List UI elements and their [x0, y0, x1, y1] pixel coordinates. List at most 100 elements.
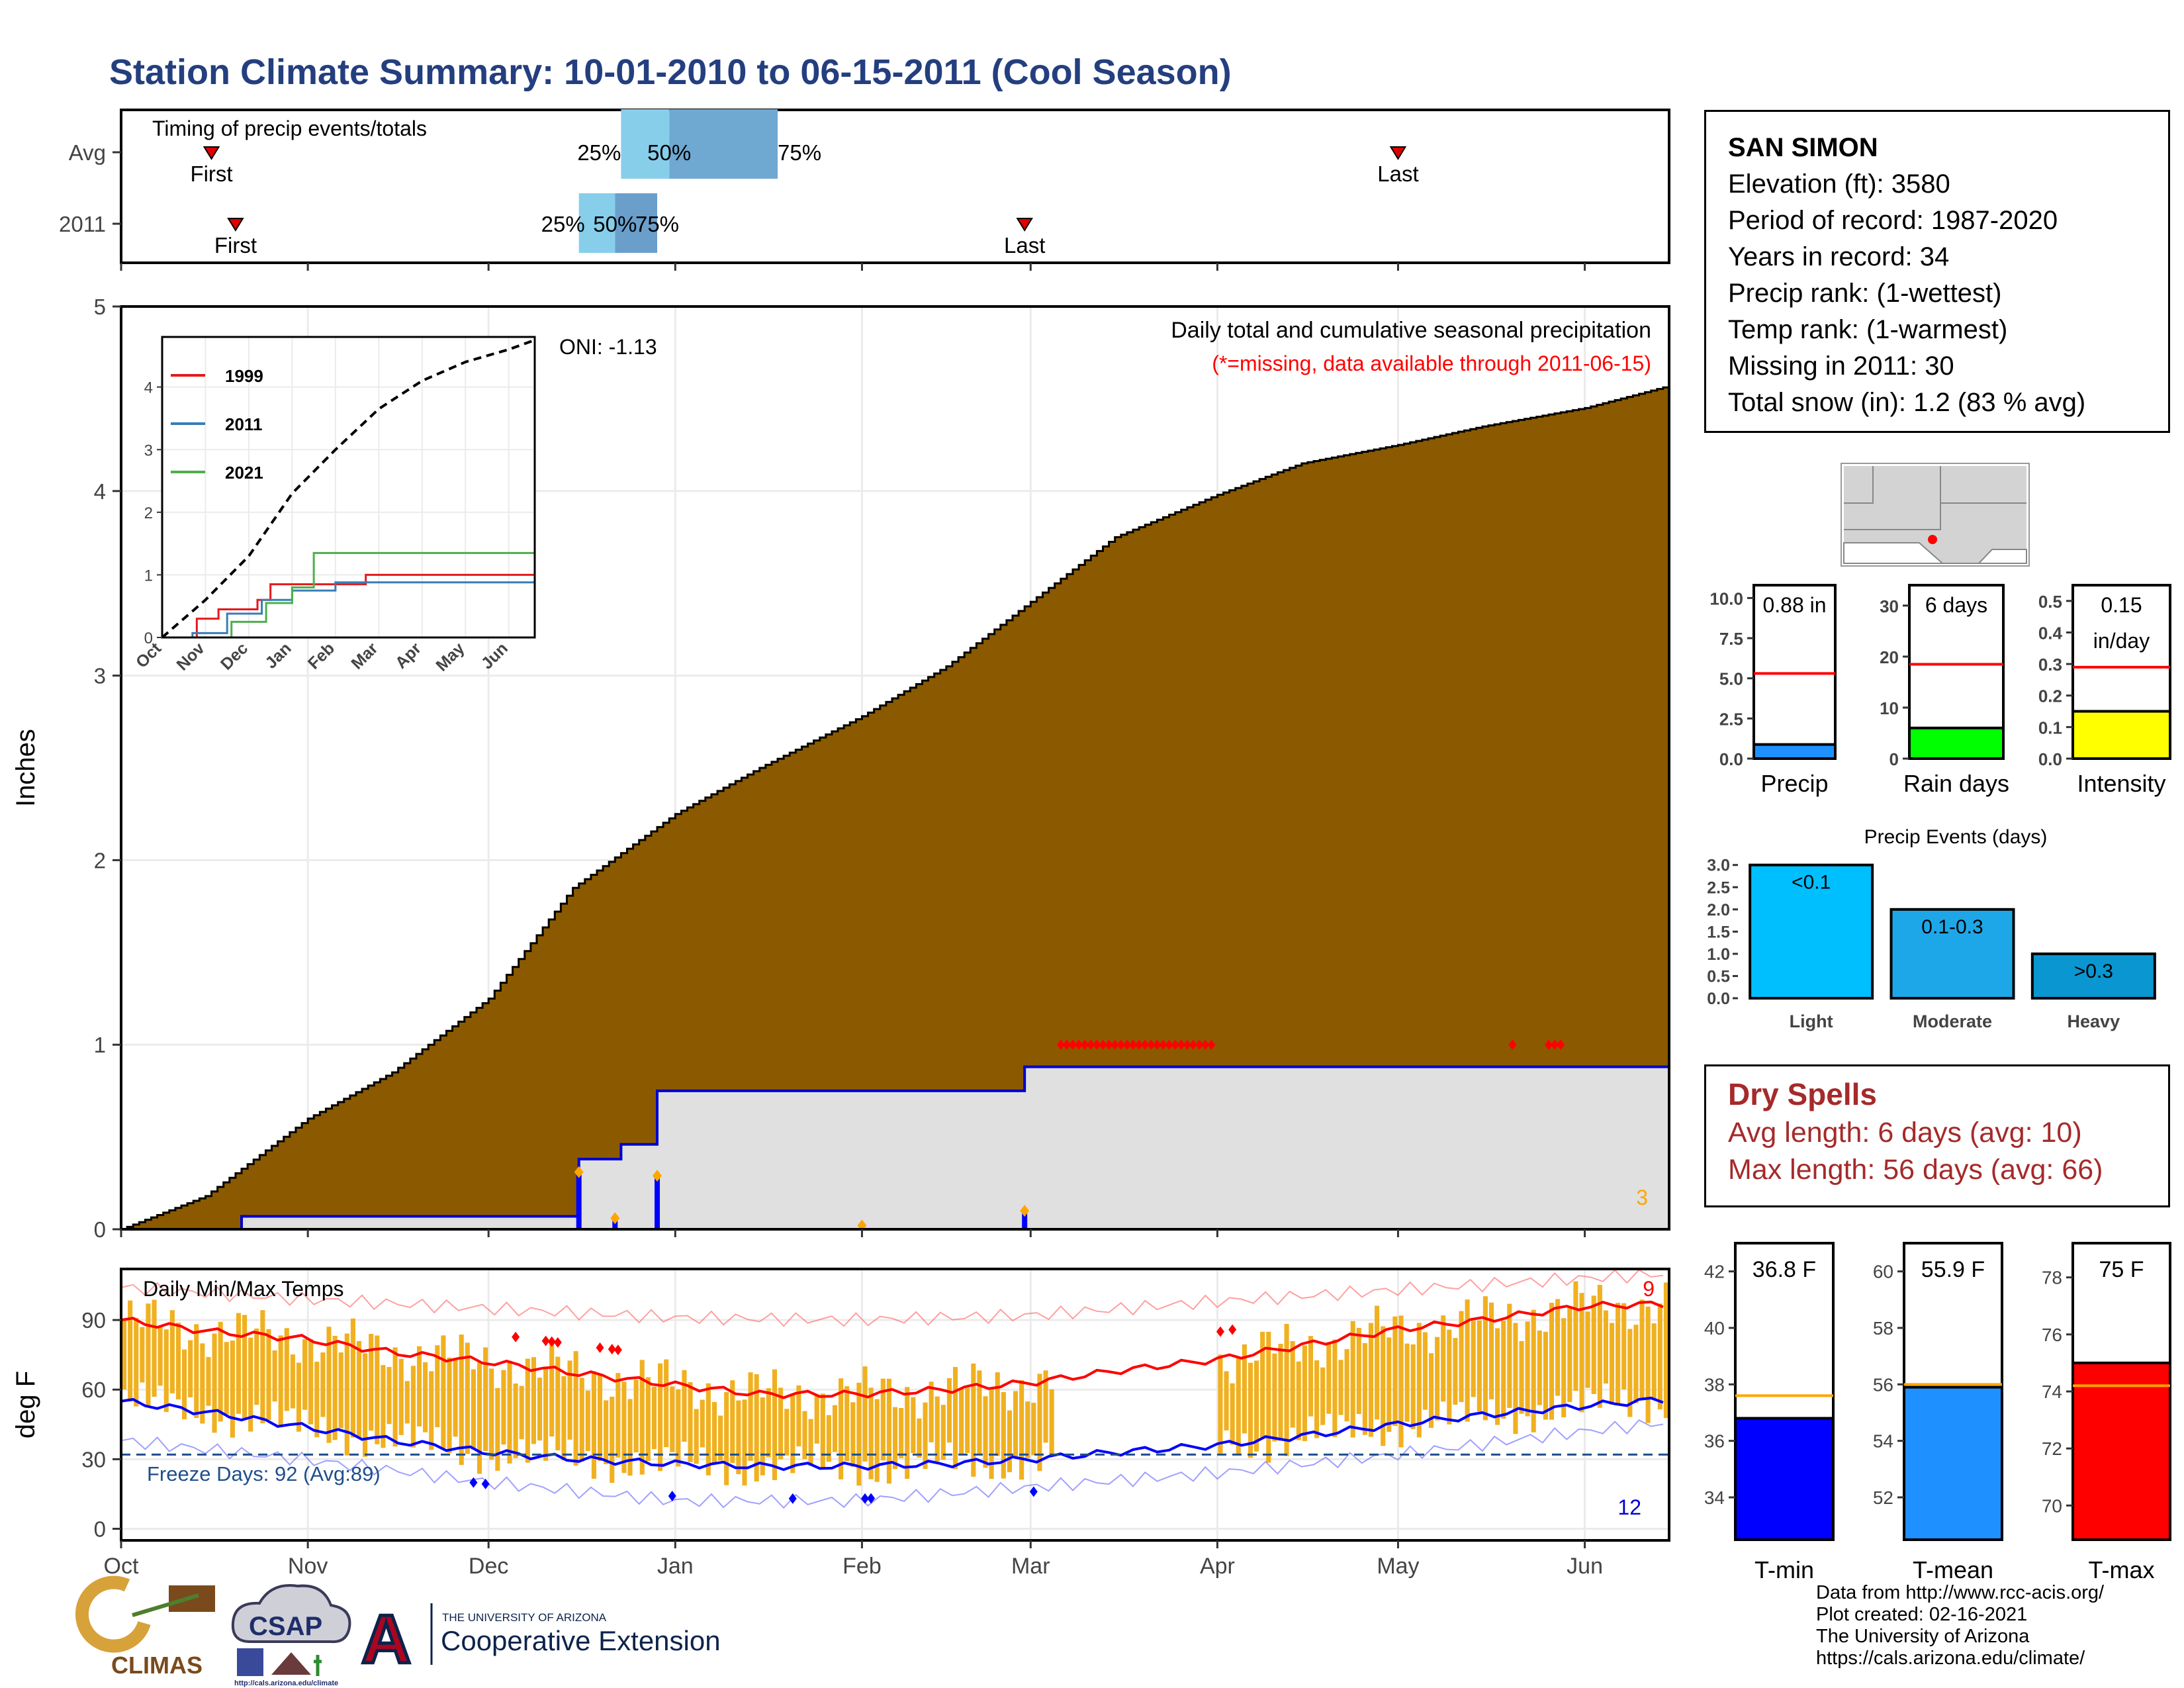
temps-daily-bar	[230, 1340, 235, 1438]
precip_gauge-y-tick-label: 10.0	[1709, 588, 1743, 608]
temps-daily-bar	[1320, 1367, 1326, 1425]
temps-daily-bar	[1242, 1344, 1247, 1434]
temps-daily-bar	[206, 1356, 211, 1406]
intensity_gauge-y-tick-label: 0.1	[2038, 718, 2062, 737]
temps-daily-bar	[1495, 1328, 1500, 1425]
temps-daily-bar	[1266, 1331, 1271, 1463]
events-y-tick-label: 1.0	[1707, 945, 1730, 964]
timing-title: Timing of precip events/totals	[152, 117, 427, 140]
temps-daily-bar	[158, 1327, 163, 1386]
temps-x-tick-label: Jun	[1567, 1554, 1603, 1579]
raindays_gauge-value-label: 6 days	[1925, 593, 1987, 617]
temps-daily-bar	[772, 1369, 778, 1480]
precip-corner-count: 3	[1636, 1186, 1648, 1209]
inset-bg	[162, 337, 535, 637]
precip_gauge-y-tick-label: 2.5	[1719, 709, 1743, 729]
precip_gauge-value-label: 0.88 in	[1762, 593, 1826, 617]
tmax_gauge-x-label: T-max	[2088, 1556, 2154, 1583]
temps-daily-bar	[826, 1415, 831, 1462]
temps-daily-bar	[236, 1313, 242, 1414]
temps-daily-bar	[1019, 1380, 1024, 1480]
precip-missing-marker	[1201, 1039, 1210, 1051]
temps-daily-bar	[296, 1362, 302, 1432]
intensity_gauge-value-label: 0.15	[2101, 593, 2142, 617]
tmean_gauge-y-tick-label: 60	[1873, 1262, 1893, 1282]
temps-daily-bar	[212, 1333, 217, 1433]
tmin_gauge-y-tick-label: 38	[1704, 1374, 1725, 1395]
climas-logo-text: CLIMAS	[111, 1652, 203, 1679]
events-y-tick-label: 1.5	[1707, 923, 1730, 941]
temps-daily-bar	[1663, 1282, 1668, 1419]
ua-logo-small: THE UNIVERSITY OF ARIZONA	[442, 1611, 607, 1624]
temps-daily-bar	[844, 1386, 850, 1462]
temps-daily-bar	[862, 1366, 868, 1462]
temps-daily-bar	[398, 1358, 404, 1435]
temps-daily-bar	[1218, 1354, 1223, 1454]
temps-daily-bar	[543, 1366, 549, 1461]
temps-daily-bar	[453, 1358, 458, 1437]
temps-daily-bar	[1597, 1285, 1602, 1408]
temps-daily-bar	[1567, 1306, 1572, 1403]
precip-missing-marker	[1062, 1039, 1071, 1051]
timing-q75-label: 75%	[778, 140, 821, 165]
temps-x-tick-label: Mar	[1011, 1554, 1050, 1579]
precip_gauge-y-tick-label: 0.0	[1719, 749, 1743, 769]
temps-daily-bar	[621, 1382, 627, 1474]
precip-daily-marker	[610, 1212, 620, 1225]
temps-title: Daily Min/Max Temps	[143, 1277, 343, 1301]
inset-frame	[161, 336, 536, 639]
timing-frame	[120, 109, 1670, 264]
temps-daily-bar	[1549, 1303, 1555, 1420]
precip-missing-marker	[1116, 1039, 1125, 1051]
temps-daily-bar	[1001, 1391, 1006, 1479]
temps-record-high-marker	[547, 1336, 556, 1347]
temps-daily-bar	[188, 1340, 193, 1397]
temps-daily-bar	[350, 1318, 355, 1438]
temps-daily-bar	[567, 1360, 572, 1440]
temps-y-tick-label: 60	[81, 1378, 106, 1402]
temps-daily-bar	[537, 1378, 543, 1441]
temps-daily-bar	[519, 1385, 524, 1440]
temps-daily-bar	[284, 1328, 289, 1411]
temps-daily-bar	[344, 1333, 349, 1456]
temps-daily-bar	[1278, 1344, 1283, 1441]
temps-daily-bar	[392, 1347, 398, 1447]
temps-daily-bar	[459, 1335, 464, 1466]
tmax_gauge-value-label: 75 F	[2099, 1257, 2144, 1282]
precip-y-tick-label: 5	[94, 295, 106, 319]
temps-daily-bar	[1537, 1330, 1542, 1405]
temps-x-tick-label: Jan	[657, 1554, 694, 1579]
temps-daily-bar	[254, 1328, 259, 1405]
temps-daily-bar	[1007, 1410, 1012, 1473]
precip-missing-marker	[1081, 1039, 1089, 1051]
temps-daily-bar	[868, 1387, 874, 1479]
temps-daily-bar	[1615, 1303, 1621, 1405]
timing-last-label: Last	[1004, 233, 1045, 258]
ua-logo: A THE UNIVERSITY OF ARIZONA Cooperative …	[360, 1600, 721, 1680]
temps-daily-bar	[1398, 1315, 1404, 1448]
temps-daily-bar	[1543, 1331, 1548, 1420]
inset-series-line	[162, 551, 535, 639]
precip-y-tick-label: 1	[94, 1033, 106, 1057]
tmean_gauge-value-label: 55.9 F	[1921, 1257, 1985, 1282]
timing-last-marker	[1389, 146, 1407, 160]
timing-q75-label: 75%	[635, 212, 679, 236]
timing-first-label: First	[190, 162, 232, 186]
temps-daily-bar	[585, 1390, 590, 1452]
temps-daily-bar	[1043, 1370, 1048, 1443]
precip-missing-marker	[1075, 1039, 1083, 1051]
temps-daily-bar	[1477, 1320, 1482, 1412]
events-y-tick-label: 2.0	[1707, 901, 1730, 919]
temps-daily-bar	[1579, 1293, 1584, 1413]
temps-daily-bar	[664, 1359, 669, 1448]
precip-missing-marker	[1087, 1039, 1095, 1051]
precip-missing-marker	[1128, 1039, 1137, 1051]
precip-missing-marker	[1141, 1039, 1150, 1051]
temps-daily-bar	[447, 1357, 452, 1453]
station-elevation: Elevation (ft): 3580	[1728, 169, 1950, 199]
temps-record-low-marker	[481, 1478, 490, 1489]
ua-logo-mark: A	[361, 1601, 411, 1678]
tmin_gauge-y-tick-label: 40	[1704, 1318, 1725, 1338]
precip-missing-marker	[1557, 1039, 1565, 1051]
tmean_gauge-y-tick-label: 54	[1873, 1431, 1893, 1452]
